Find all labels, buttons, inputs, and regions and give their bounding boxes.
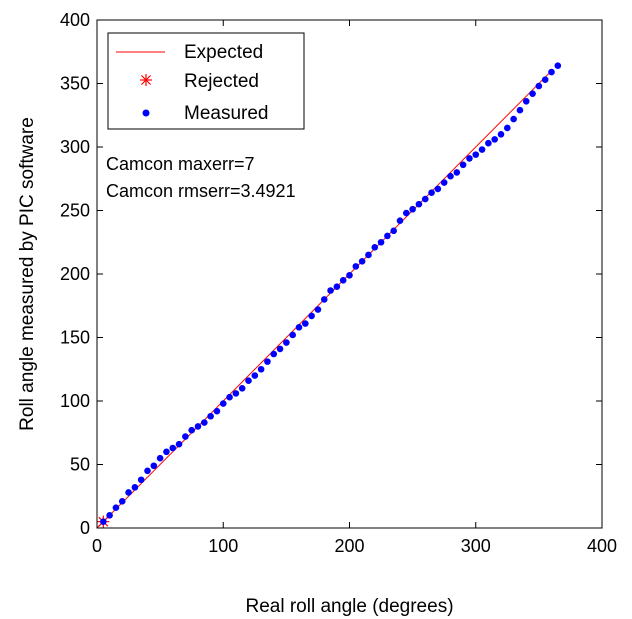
measured-point (276, 345, 284, 353)
measured-point (403, 209, 410, 217)
measured-point (421, 195, 429, 203)
measured-point (548, 68, 555, 76)
measured-point (182, 433, 189, 440)
x-axis-label: Real roll angle (degrees) (245, 596, 453, 617)
measured-point (497, 131, 505, 138)
measured-point (144, 467, 151, 475)
measured-point (415, 200, 423, 208)
measured-point (365, 251, 372, 259)
measured-point (283, 339, 290, 346)
measured-point (346, 271, 353, 279)
measured-point (163, 448, 170, 456)
measured-point (447, 172, 454, 180)
legend-rejected-label: Rejected (184, 71, 259, 92)
measured-point (535, 82, 543, 90)
measured-point (491, 136, 498, 143)
measured-point (466, 155, 473, 162)
measured-point (289, 331, 296, 339)
measured-point (106, 512, 113, 519)
measured-point (125, 489, 132, 496)
measured-point (472, 151, 480, 158)
x-tick-label: 100 (208, 536, 238, 556)
annotation-rmserr: Camcon rmserr=3.4921 (106, 181, 296, 201)
measured-point (100, 518, 107, 525)
measured-point (188, 426, 195, 434)
y-tick-label: 300 (60, 137, 90, 157)
legend-measured-swatch (142, 109, 150, 117)
measured-point (522, 97, 530, 105)
measured-point (333, 283, 341, 291)
measured-point (339, 277, 347, 284)
measured-point (541, 76, 549, 83)
legend-rejected-swatch (140, 74, 152, 86)
x-tick-label: 300 (461, 536, 491, 556)
measured-point (390, 227, 397, 235)
measured-point (295, 324, 303, 331)
measured-point (112, 504, 120, 511)
measured-point (238, 385, 246, 392)
measured-point (156, 454, 164, 462)
measured-point (440, 179, 448, 186)
measured-point (358, 258, 366, 265)
x-tick-label: 200 (334, 536, 364, 556)
x-tick-label: 400 (587, 536, 617, 556)
measured-point (201, 419, 208, 426)
measured-point (137, 476, 145, 484)
y-tick-label: 0 (80, 518, 90, 538)
measured-point (434, 185, 442, 193)
measured-point (118, 498, 126, 505)
measured-point (384, 232, 391, 240)
y-axis-label: Roll angle measured by PIC software (17, 117, 38, 431)
measured-point (219, 400, 227, 407)
measured-point (516, 106, 524, 114)
measured-point (270, 350, 278, 358)
measured-point (396, 217, 404, 224)
measured-point (428, 189, 435, 197)
measured-point (327, 287, 334, 294)
measured-point (302, 320, 309, 327)
measured-point (194, 423, 202, 430)
measured-point (169, 444, 177, 452)
measured-point (213, 407, 221, 415)
measured-point (352, 263, 360, 270)
measured-point (257, 365, 265, 373)
legend-measured-label: Measured (184, 103, 269, 124)
legend: Expected Rejected Measured (107, 32, 305, 130)
measured-point (320, 296, 328, 303)
measured-point (371, 244, 379, 251)
measured-point (453, 169, 461, 176)
y-tick-label: 100 (60, 391, 90, 411)
measured-point (485, 139, 492, 147)
measured-point (308, 312, 315, 320)
y-tick-label: 200 (60, 264, 90, 284)
y-tick-label: 150 (60, 328, 90, 348)
measured-point (251, 372, 259, 379)
measured-point (226, 393, 233, 401)
measured-point (245, 377, 252, 384)
measured-point (510, 115, 517, 123)
measured-point (314, 306, 322, 313)
measured-point (232, 390, 240, 397)
measured-point (131, 484, 139, 491)
x-tick-label: 0 (92, 536, 102, 556)
measured-point (504, 124, 511, 132)
y-tick-label: 350 (60, 74, 90, 94)
measured-point (529, 90, 536, 97)
measured-point (150, 462, 158, 470)
y-tick-label: 400 (60, 10, 90, 30)
annotation-maxerr: Camcon maxerr=7 (106, 154, 255, 174)
measured-point (207, 412, 214, 420)
measured-point (264, 358, 271, 365)
measured-point (459, 161, 467, 169)
measured-point (409, 205, 416, 213)
y-tick-label: 50 (70, 455, 90, 475)
legend-expected-label: Expected (184, 42, 263, 63)
measured-point (478, 146, 486, 153)
legend-box (107, 32, 305, 130)
measured-point (377, 238, 385, 246)
measured-point (175, 440, 183, 448)
measured-point (554, 62, 562, 70)
y-tick-label: 250 (60, 201, 90, 221)
